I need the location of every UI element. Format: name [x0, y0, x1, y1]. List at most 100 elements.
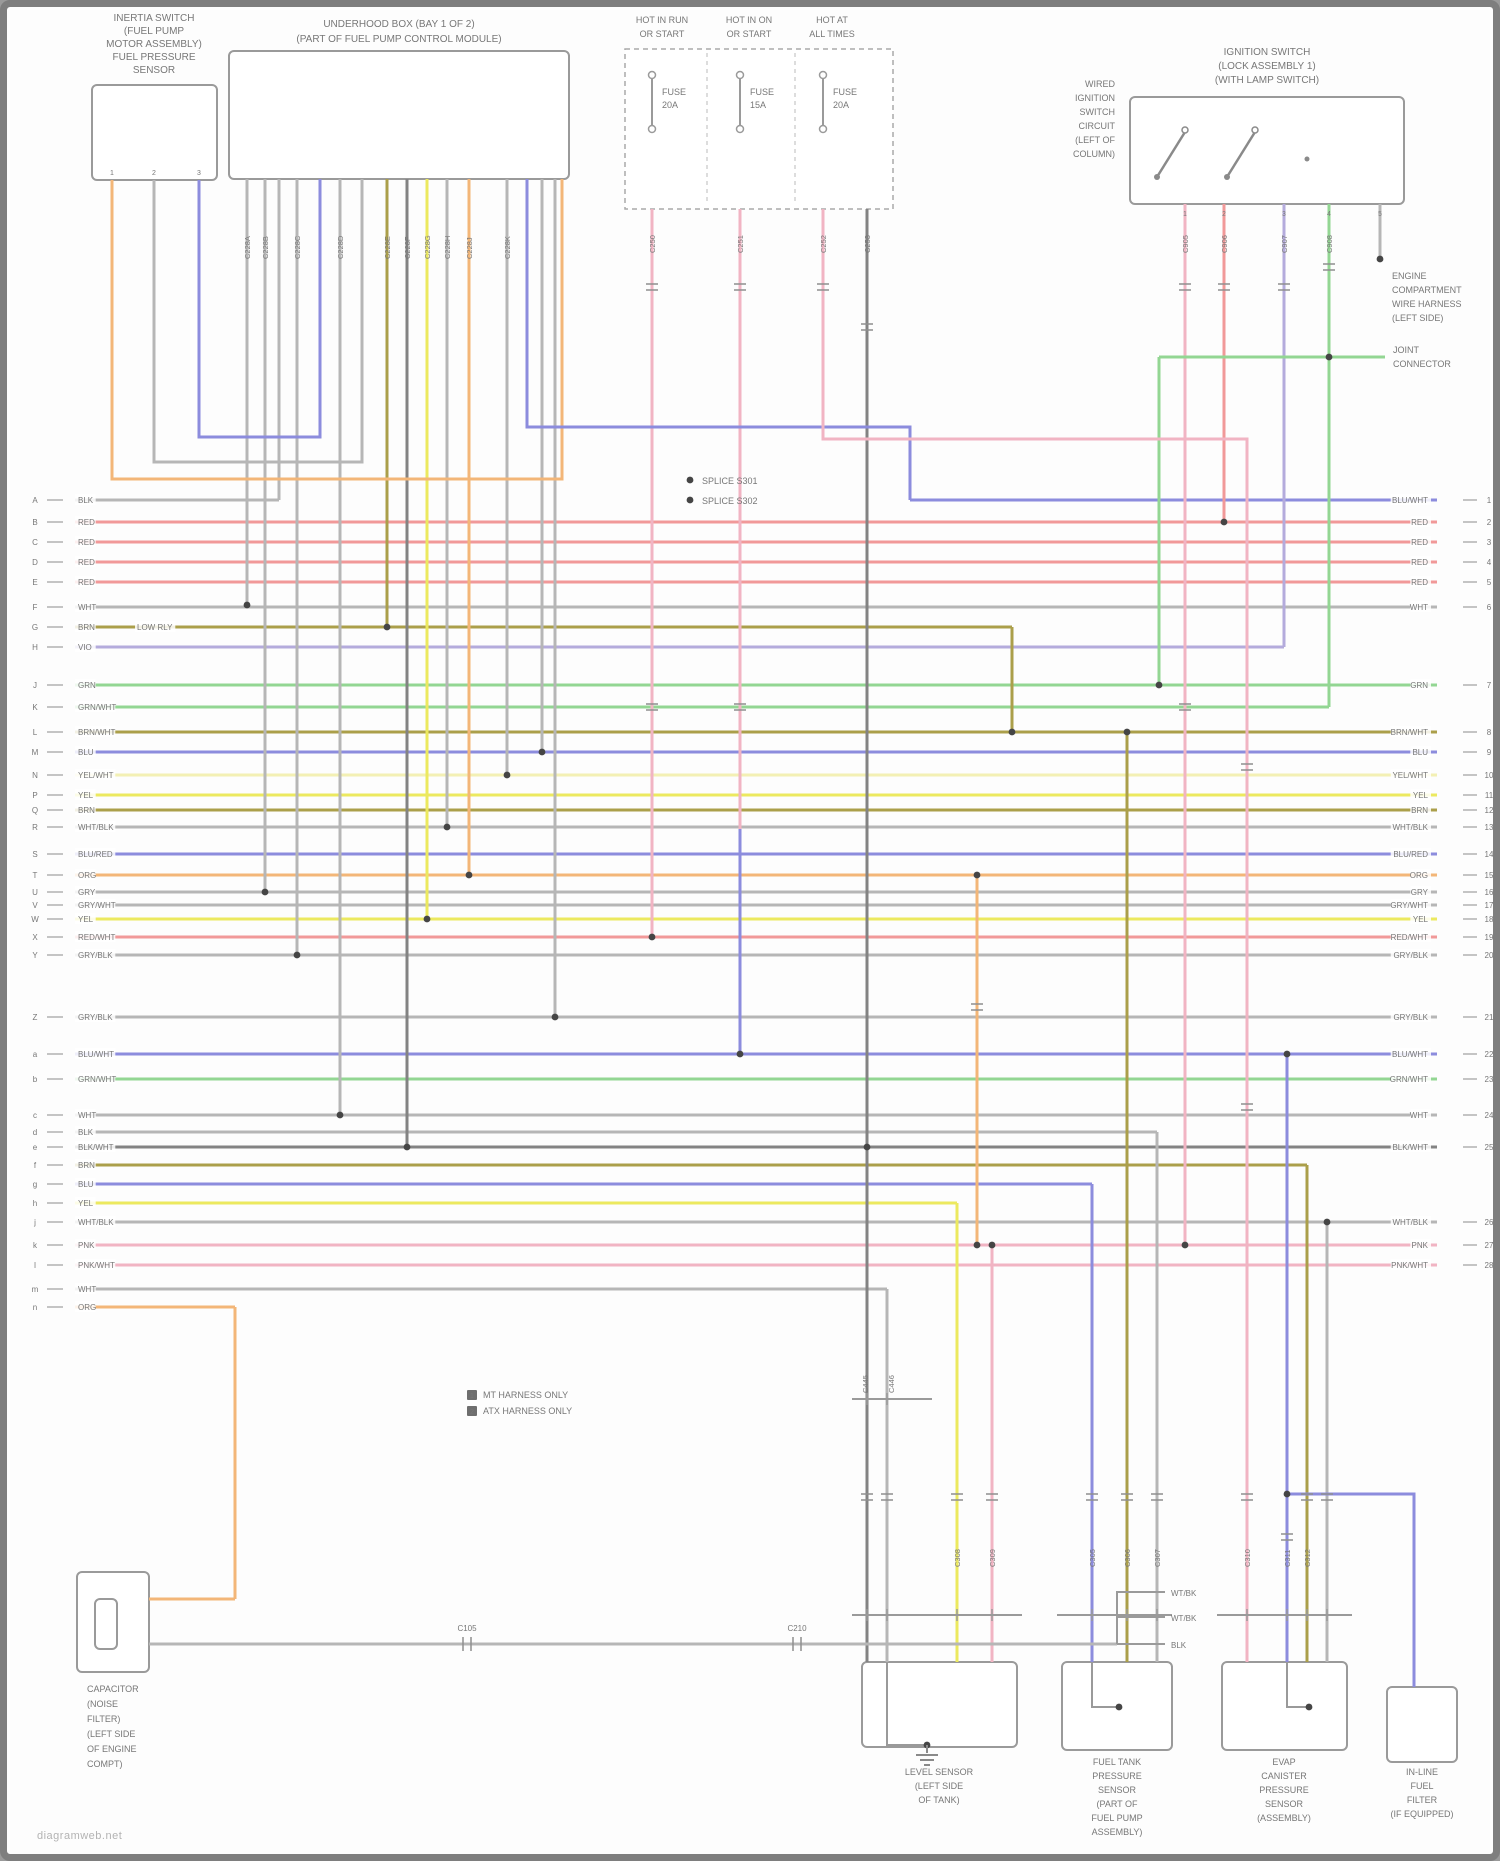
- pin-letter-right: 8: [1487, 728, 1492, 737]
- wire-code-right: BLU/WHT: [1392, 496, 1428, 505]
- note-text: FUEL TANK: [1093, 1757, 1141, 1767]
- wire-code-right: WHT: [1410, 603, 1428, 612]
- note-text: (LEFT SIDE: [915, 1781, 963, 1791]
- wire-code-right: GRN: [1410, 681, 1428, 690]
- wire-code-left: WHT/BLK: [78, 1218, 114, 1227]
- pin-letter-left: B: [32, 518, 37, 527]
- note-text: PRESSURE: [1259, 1785, 1309, 1795]
- pin-letter-left: L: [33, 728, 38, 737]
- pin-letter-left: X: [32, 933, 38, 942]
- junction-dot: [1283, 1050, 1291, 1058]
- fuse-terminal: [818, 124, 828, 134]
- wire-label-bg: [75, 821, 116, 832]
- fuse-label: FUSE: [750, 87, 774, 97]
- wire-code-right: WHT/BLK: [1392, 823, 1428, 832]
- junction-dot: [423, 915, 431, 923]
- wire-label-bg: [1390, 1048, 1431, 1059]
- junction-dot: [1323, 1218, 1331, 1226]
- switch-contact-arm: [1155, 131, 1187, 178]
- wire-label-bg: [75, 848, 116, 859]
- wire-code-right: PNK: [1412, 1241, 1429, 1250]
- wire-label-bg: [75, 1048, 116, 1059]
- legend-badge: [467, 1406, 477, 1416]
- junction-dot: [1123, 728, 1131, 736]
- junction-dot: [686, 496, 694, 504]
- wire-label-bg: [1390, 931, 1431, 942]
- pin-letter-right: 20: [1485, 951, 1494, 960]
- note-text: ATX HARNESS ONLY: [483, 1406, 572, 1416]
- note-text: WIRED: [1085, 79, 1115, 89]
- note-text: ENGINE: [1392, 271, 1427, 281]
- pin-letter-left: T: [33, 871, 38, 880]
- fuse-column-header: ALL TIMES: [809, 29, 855, 39]
- wire-code-left: BLK: [78, 496, 94, 505]
- pin-letter-right: 14: [1485, 850, 1494, 859]
- rotated-code: C228G: [423, 235, 432, 259]
- wire-code-right: YEL: [1413, 791, 1429, 800]
- note-text: LOW RLY: [137, 623, 173, 632]
- wire-label-bg: [75, 1216, 116, 1227]
- wire-code-left: BLU/RED: [78, 850, 113, 859]
- wire-code-left: YEL/WHT: [78, 771, 114, 780]
- pin-letter-left: b: [33, 1075, 38, 1084]
- pin-letter-right: 25: [1485, 1143, 1494, 1152]
- wire-code-left: ORG: [78, 871, 96, 880]
- note-text: (WITH LAMP SWITCH): [1215, 75, 1319, 86]
- wire-code-right: GRN/WHT: [1390, 1075, 1428, 1084]
- wire-label-bg: [1390, 899, 1431, 910]
- pin-letter-left: H: [32, 643, 38, 652]
- rotated-code: C228J: [465, 237, 474, 259]
- switch-pivot: [1224, 174, 1230, 180]
- wire-code-right: RED: [1411, 518, 1428, 527]
- rotated-code: C306: [1123, 1549, 1132, 1567]
- note-text: CANISTER: [1261, 1771, 1307, 1781]
- note-text: CONNECTOR: [1393, 359, 1451, 369]
- pin-letter-right: 4: [1487, 558, 1492, 567]
- fuse-panel: [624, 48, 894, 210]
- note-text: JOINT: [1393, 345, 1420, 355]
- wire-code-left: BRN: [78, 806, 95, 815]
- note-text: 5: [1378, 211, 1382, 218]
- pin-letter-right: 15: [1485, 871, 1494, 880]
- junction-dot: [1181, 1241, 1189, 1249]
- junction-dot: [261, 888, 269, 896]
- rotated-code: C228H: [443, 236, 452, 259]
- wire-label-bg: [75, 576, 96, 587]
- ignition-switch-box: [1129, 96, 1405, 205]
- wire-label-bg: [75, 1259, 116, 1270]
- pin-letter-right: 2: [1487, 518, 1492, 527]
- note-text: OF TANK): [918, 1795, 959, 1805]
- wire-label-bg: [75, 769, 116, 780]
- wire-label-bg: [1390, 769, 1431, 780]
- wire-code-right: BLU/RED: [1393, 850, 1428, 859]
- wire-code-right: RED: [1411, 538, 1428, 547]
- pin-letter-left: Q: [32, 806, 38, 815]
- pin-letter-right: 1: [1487, 496, 1492, 505]
- rotated-code: C308: [953, 1549, 962, 1567]
- pin-letter-left: h: [33, 1199, 37, 1208]
- wire-label-bg: [75, 1159, 96, 1170]
- wire-label-bg: [1410, 886, 1431, 897]
- wire-code-right: RED: [1411, 578, 1428, 587]
- wire-label-bg: [75, 1109, 96, 1120]
- wire-label-bg: [1390, 949, 1431, 960]
- junction-dot: [1220, 518, 1228, 526]
- wire-code-left: GRY: [78, 888, 96, 897]
- wire-code-right: BRN/WHT: [1391, 728, 1428, 737]
- junction-dot: [1155, 681, 1163, 689]
- note-text: IGNITION: [1075, 93, 1115, 103]
- pin-letter-right: 16: [1485, 888, 1494, 897]
- note-text: SPLICE S302: [702, 496, 758, 506]
- note-text: 1: [1183, 211, 1187, 218]
- wire-label-bg: [75, 1178, 96, 1189]
- wire-code-right: ORG: [1410, 871, 1428, 880]
- junction-dot: [465, 871, 473, 879]
- wire-code-right: BLU: [1412, 748, 1428, 757]
- watermark: diagramweb.net: [37, 1830, 123, 1842]
- junction-dot: [293, 951, 301, 959]
- pin-letter-right: 17: [1485, 901, 1494, 910]
- rotated-code: C446: [887, 1375, 896, 1393]
- note-text: MT HARNESS ONLY: [483, 1390, 568, 1400]
- switch-open-contact: [1181, 126, 1189, 134]
- fuse-terminal: [818, 70, 828, 80]
